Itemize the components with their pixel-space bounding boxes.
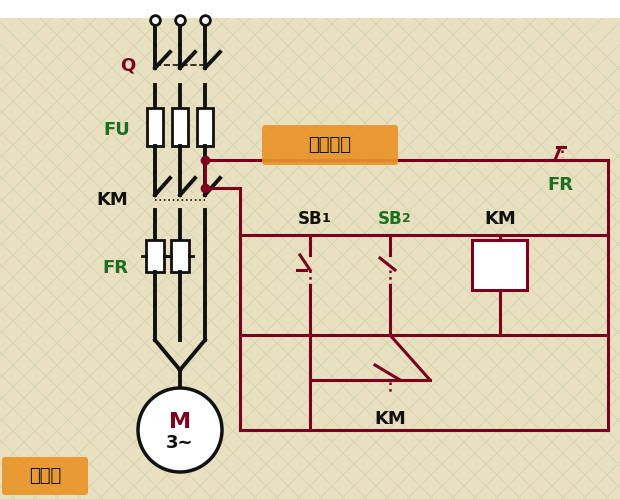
Text: FR: FR bbox=[547, 176, 573, 194]
Text: Q: Q bbox=[120, 56, 135, 74]
Text: 1: 1 bbox=[322, 212, 330, 225]
FancyBboxPatch shape bbox=[0, 0, 620, 18]
Text: M: M bbox=[169, 412, 191, 432]
Text: 控制电路: 控制电路 bbox=[309, 136, 352, 154]
FancyBboxPatch shape bbox=[171, 240, 189, 272]
Text: FU: FU bbox=[104, 121, 130, 139]
FancyBboxPatch shape bbox=[472, 240, 527, 290]
Text: KM: KM bbox=[96, 191, 128, 209]
FancyBboxPatch shape bbox=[2, 457, 88, 495]
Text: 2: 2 bbox=[402, 212, 410, 225]
Text: 主电路: 主电路 bbox=[29, 467, 61, 485]
Text: KM: KM bbox=[374, 410, 406, 428]
FancyBboxPatch shape bbox=[172, 108, 188, 146]
FancyBboxPatch shape bbox=[197, 108, 213, 146]
Text: KM: KM bbox=[484, 210, 516, 228]
Text: SB: SB bbox=[378, 210, 402, 228]
FancyBboxPatch shape bbox=[262, 125, 398, 165]
Circle shape bbox=[138, 388, 222, 472]
FancyBboxPatch shape bbox=[146, 240, 164, 272]
Text: SB: SB bbox=[298, 210, 322, 228]
Text: 3~: 3~ bbox=[166, 434, 193, 452]
Text: FR: FR bbox=[102, 259, 128, 277]
FancyBboxPatch shape bbox=[147, 108, 163, 146]
